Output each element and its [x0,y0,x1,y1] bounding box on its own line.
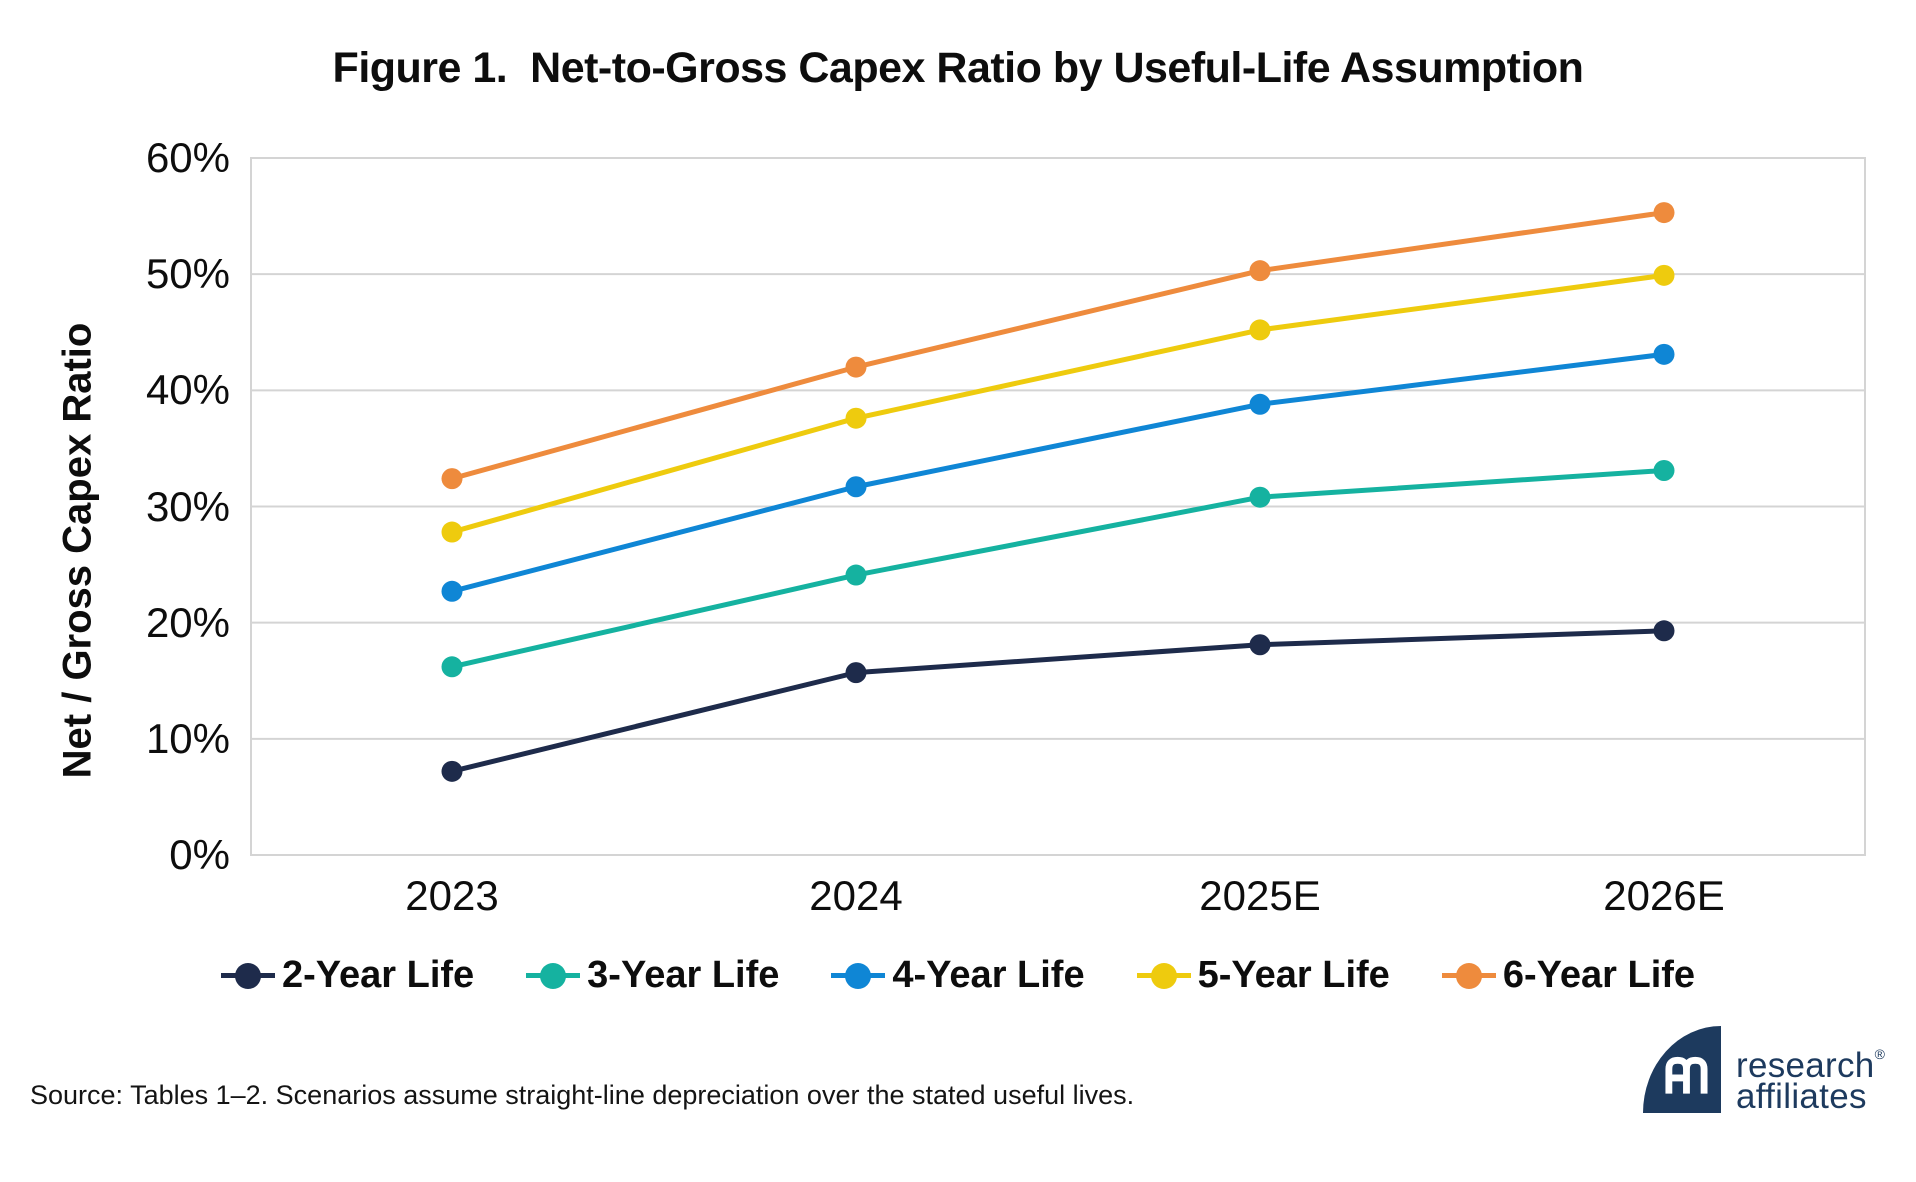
data-point-5-year-life-2026e [1653,264,1675,286]
trademark-symbol: ® [1874,1046,1886,1062]
y-tick-label-20pct: 20% [145,598,230,646]
plot-area [250,157,1866,856]
x-tick-label-2024: 2024 [809,872,903,919]
y-tick-label-40pct: 40% [145,366,230,414]
data-point-3-year-life-2025e [1249,486,1271,508]
data-point-3-year-life-2026e [1653,459,1675,481]
legend: 2-Year Life 3-Year Life 4-Year Life 5-Year … [0,954,1916,997]
series-line-2-year-life [449,628,1667,774]
data-point-4-year-life-2023 [441,580,463,602]
y-tick-label-0pct: 0% [169,831,230,878]
data-point-5-year-life-2025e [1249,319,1271,341]
y-tick-label-50pct: 50% [145,250,230,298]
legend-marker-icon [1136,962,1191,990]
legend-marker-icon [831,962,886,990]
series-line-4-year-life [449,351,1667,594]
legend-item-2-year-life: 2-Year Life [220,954,475,997]
legend-label: 5-Year Life [1197,954,1390,996]
legend-label: 4-Year Life [892,954,1085,996]
data-point-4-year-life-2026e [1653,343,1675,365]
data-point-2-year-life-2025e [1249,634,1271,656]
data-point-5-year-life-2024 [845,407,867,429]
legend-item-3-year-life: 3-Year Life [526,954,779,997]
legend-marker-icon [220,962,275,990]
legend-item-5-year-life: 5-Year Life [1136,954,1390,997]
legend-item-6-year-life: 6-Year Life [1441,954,1696,997]
logo-text: research® affiliates [1736,1026,1886,1116]
y-tick-label-30pct: 30% [145,482,230,530]
y-axis-title-wrap: Net / Gross Capex Ratio [56,205,100,895]
source-note: Source: Tables 1–2. Scenarios assume str… [30,1080,1135,1110]
figure-title: Figure 1. Net-to-Gross Capex Ratio by Us… [332,44,1584,92]
series-line-3-year-life [449,467,1667,670]
data-point-6-year-life-2026e [1653,202,1675,224]
legend-label: 2-Year Life [281,954,475,996]
y-tick-label-60pct: 60% [145,134,230,181]
x-tick-label-2026e: 2026E [1603,872,1725,919]
line-chart [250,157,1866,856]
data-point-4-year-life-2025e [1249,393,1271,415]
data-point-3-year-life-2023 [441,656,463,678]
data-point-6-year-life-2025e [1249,260,1271,282]
data-point-3-year-life-2024 [845,564,867,586]
logo-mark [1643,1026,1721,1113]
data-point-6-year-life-2023 [441,468,463,490]
research-affiliates-logo: research® affiliates [1643,1026,1886,1116]
x-tick-label-2025e: 2025E [1199,872,1321,919]
legend-label: 6-Year Life [1502,954,1696,996]
ra-monogram-icon [1665,1056,1708,1094]
data-point-2-year-life-2026e [1653,620,1675,642]
data-point-2-year-life-2023 [441,760,463,782]
series-line-5-year-life [449,272,1667,535]
legend-item-4-year-life: 4-Year Life [831,954,1085,997]
y-tick-label-10pct: 10% [145,714,230,762]
series-line-6-year-life [449,210,1667,482]
data-point-2-year-life-2024 [845,662,867,684]
legend-label: 3-Year Life [587,954,780,996]
x-tick-label-2023: 2023 [405,872,499,919]
legend-marker-icon [526,962,581,990]
data-point-6-year-life-2024 [845,356,867,378]
data-point-5-year-life-2023 [441,521,463,543]
logo-line-2: affiliates [1736,1077,1867,1116]
logo-line-1: research® [1736,1046,1886,1085]
data-point-4-year-life-2024 [845,476,867,498]
legend-marker-icon [1441,962,1496,990]
